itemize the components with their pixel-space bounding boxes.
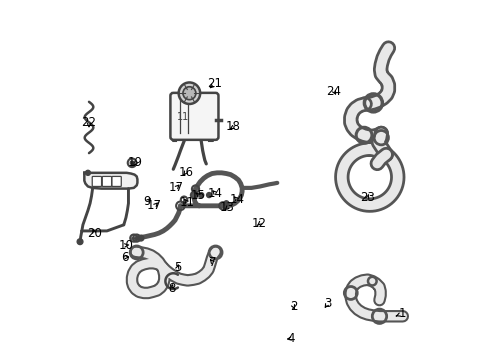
FancyBboxPatch shape [112, 176, 122, 186]
Text: 17: 17 [169, 181, 184, 194]
Circle shape [207, 193, 212, 198]
FancyBboxPatch shape [171, 93, 219, 140]
Text: 2: 2 [290, 300, 297, 313]
Circle shape [77, 239, 83, 244]
Circle shape [199, 193, 204, 198]
Text: 19: 19 [128, 156, 143, 169]
Text: 14: 14 [230, 193, 245, 206]
Text: 5: 5 [174, 261, 181, 274]
Text: 14: 14 [208, 187, 223, 200]
Text: 10: 10 [119, 239, 133, 252]
Text: 21: 21 [207, 77, 222, 90]
Text: 11: 11 [177, 112, 190, 122]
Text: 23: 23 [360, 191, 375, 204]
Circle shape [224, 201, 229, 206]
Text: 18: 18 [226, 121, 241, 134]
Text: 8: 8 [168, 282, 175, 295]
Text: 20: 20 [87, 226, 102, 239]
Text: 11: 11 [179, 196, 195, 209]
Text: 22: 22 [81, 116, 97, 129]
Text: 17: 17 [147, 199, 162, 212]
Circle shape [138, 235, 144, 241]
Polygon shape [84, 173, 137, 189]
Text: 15: 15 [191, 189, 206, 202]
FancyBboxPatch shape [102, 176, 112, 186]
Text: 16: 16 [178, 166, 194, 179]
Circle shape [130, 161, 134, 165]
Text: 12: 12 [252, 217, 267, 230]
FancyBboxPatch shape [92, 176, 101, 186]
Text: 7: 7 [209, 256, 217, 269]
Text: 4: 4 [287, 332, 294, 345]
Text: 1: 1 [396, 307, 407, 320]
Text: 6: 6 [121, 251, 128, 264]
Circle shape [179, 82, 200, 104]
Circle shape [85, 170, 91, 175]
Circle shape [183, 87, 196, 100]
Text: 9: 9 [144, 195, 151, 208]
Text: 24: 24 [326, 85, 342, 98]
Text: 3: 3 [324, 297, 331, 310]
Text: 13: 13 [220, 202, 235, 215]
